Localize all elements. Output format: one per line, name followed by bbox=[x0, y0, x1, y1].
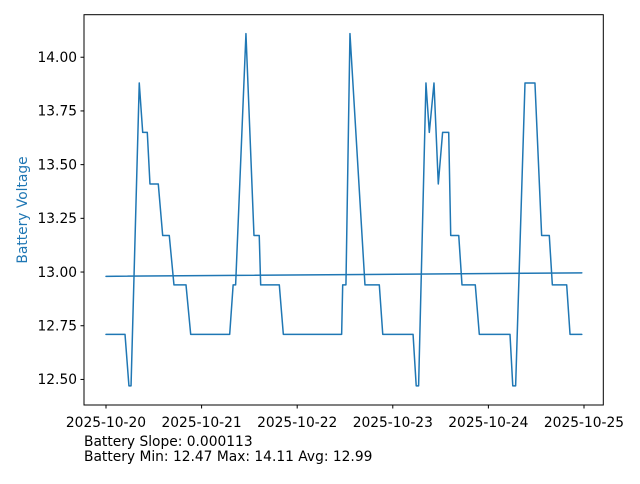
plot-lines bbox=[105, 32, 583, 387]
x-tick-label: 2025-10-24 bbox=[448, 415, 528, 431]
y-tick-label: 12.75 bbox=[38, 319, 78, 335]
y-axis: 12.50 12.75 13.00 13.25 13.50 13.75 14.00 bbox=[38, 50, 84, 388]
footer-stats-text: Battery Min: 12.47 Max: 14.11 Avg: 12.99 bbox=[84, 449, 372, 465]
y-tick-label: 13.25 bbox=[38, 211, 78, 227]
footer-slope-text: Battery Slope: 0.000113 bbox=[84, 434, 253, 450]
x-tick-label: 2025-10-23 bbox=[353, 415, 433, 431]
y-tick-label: 13.75 bbox=[38, 104, 78, 120]
y-tick-label: 12.50 bbox=[38, 372, 78, 388]
trend-line bbox=[105, 272, 583, 278]
y-tick-label: 13.00 bbox=[38, 265, 78, 281]
y-axis-label: Battery Voltage bbox=[15, 156, 31, 263]
x-tick-label: 2025-10-25 bbox=[544, 415, 624, 431]
x-tick-label: 2025-10-22 bbox=[257, 415, 337, 431]
x-tick-label: 2025-10-21 bbox=[161, 415, 241, 431]
x-tick-label: 2025-10-20 bbox=[66, 415, 146, 431]
y-tick-label: 14.00 bbox=[38, 50, 78, 66]
y-tick-label: 13.50 bbox=[38, 157, 78, 173]
plot-area bbox=[83, 14, 604, 406]
x-axis: 2025-10-20 2025-10-21 2025-10-22 2025-10-23… bbox=[66, 405, 624, 431]
battery-voltage-line bbox=[105, 32, 583, 387]
